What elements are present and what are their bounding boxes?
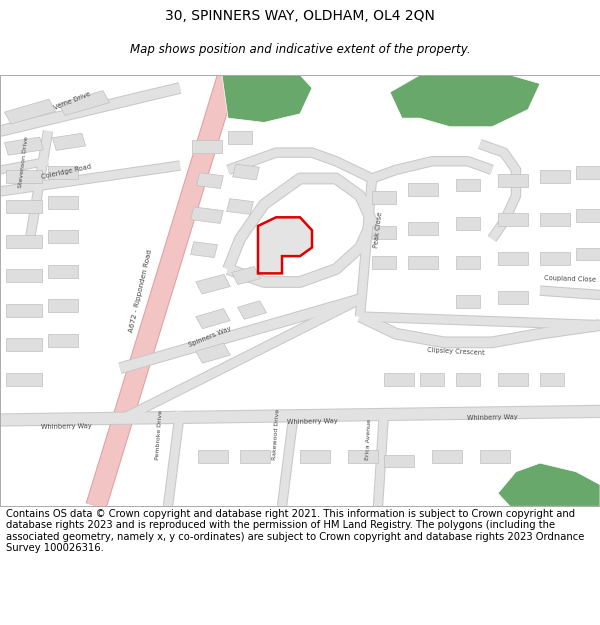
Bar xyxy=(198,450,228,463)
Bar xyxy=(498,372,528,386)
Bar xyxy=(6,372,42,386)
Bar xyxy=(408,183,438,196)
Text: Whinberry Way: Whinberry Way xyxy=(287,418,337,425)
Bar xyxy=(196,343,230,363)
Bar xyxy=(576,209,600,222)
Bar xyxy=(191,207,223,223)
Bar xyxy=(48,334,78,347)
Bar xyxy=(408,222,438,234)
Bar xyxy=(228,131,252,144)
Bar xyxy=(6,170,42,183)
Bar xyxy=(191,242,217,258)
Bar xyxy=(456,372,480,386)
Bar xyxy=(196,309,230,329)
Text: Clipsley Crescent: Clipsley Crescent xyxy=(427,348,485,356)
Bar xyxy=(408,256,438,269)
Bar xyxy=(197,173,223,189)
Bar xyxy=(192,140,222,152)
Polygon shape xyxy=(222,75,312,122)
Bar xyxy=(58,91,110,116)
Bar xyxy=(384,454,414,468)
Bar xyxy=(372,191,396,204)
Polygon shape xyxy=(258,217,312,273)
Text: A672 - Ripponden Road: A672 - Ripponden Road xyxy=(128,249,154,332)
Text: 30, SPINNERS WAY, OLDHAM, OL4 2QN: 30, SPINNERS WAY, OLDHAM, OL4 2QN xyxy=(165,9,435,23)
Bar xyxy=(348,450,378,463)
Bar xyxy=(4,99,56,124)
Bar xyxy=(240,450,270,463)
Bar xyxy=(540,252,570,265)
Bar xyxy=(227,199,253,214)
Bar xyxy=(456,256,480,269)
Bar xyxy=(372,226,396,239)
Bar xyxy=(232,266,260,284)
Text: Whinberry Way: Whinberry Way xyxy=(467,414,517,421)
Bar xyxy=(456,295,480,308)
Bar xyxy=(576,248,600,261)
Bar xyxy=(384,372,414,386)
Bar xyxy=(196,274,230,294)
Text: Contains OS data © Crown copyright and database right 2021. This information is : Contains OS data © Crown copyright and d… xyxy=(6,509,584,553)
Text: Peak Close: Peak Close xyxy=(373,212,383,249)
Text: Map shows position and indicative extent of the property.: Map shows position and indicative extent… xyxy=(130,42,470,56)
Bar xyxy=(576,166,600,179)
Bar xyxy=(432,450,462,463)
Bar xyxy=(420,372,444,386)
Bar xyxy=(540,170,570,183)
Text: Whinberry Way: Whinberry Way xyxy=(41,422,91,429)
Bar xyxy=(372,256,396,269)
Polygon shape xyxy=(498,463,600,506)
Bar xyxy=(48,265,78,278)
Text: Erica Avenue: Erica Avenue xyxy=(365,419,373,460)
Bar xyxy=(480,450,510,463)
Bar xyxy=(233,164,259,180)
Bar xyxy=(48,196,78,209)
Bar xyxy=(48,299,78,312)
Bar xyxy=(456,217,480,230)
Text: Pembroke Drive: Pembroke Drive xyxy=(155,409,163,460)
Text: Verne Drive: Verne Drive xyxy=(53,91,91,111)
Bar xyxy=(540,213,570,226)
Bar xyxy=(238,301,266,319)
Bar xyxy=(300,450,330,463)
Text: Coleridge Road: Coleridge Road xyxy=(40,163,92,179)
Bar xyxy=(498,213,528,226)
Bar xyxy=(48,166,78,179)
Bar xyxy=(6,234,42,248)
Bar xyxy=(6,338,42,351)
Text: Rakewood Drive: Rakewood Drive xyxy=(272,409,280,460)
Polygon shape xyxy=(390,75,540,127)
Bar xyxy=(498,252,528,265)
Bar xyxy=(48,230,78,243)
Bar xyxy=(498,174,528,187)
Bar xyxy=(498,291,528,304)
Bar xyxy=(456,179,480,191)
Bar xyxy=(6,304,42,316)
Bar xyxy=(540,372,564,386)
Bar xyxy=(6,200,42,213)
Text: Spinners Way: Spinners Way xyxy=(188,325,232,348)
Text: Stevenson Drive: Stevenson Drive xyxy=(19,136,29,188)
Bar xyxy=(6,269,42,282)
Bar xyxy=(5,137,43,155)
Text: Coupland Close: Coupland Close xyxy=(544,275,596,283)
Bar xyxy=(52,133,86,151)
